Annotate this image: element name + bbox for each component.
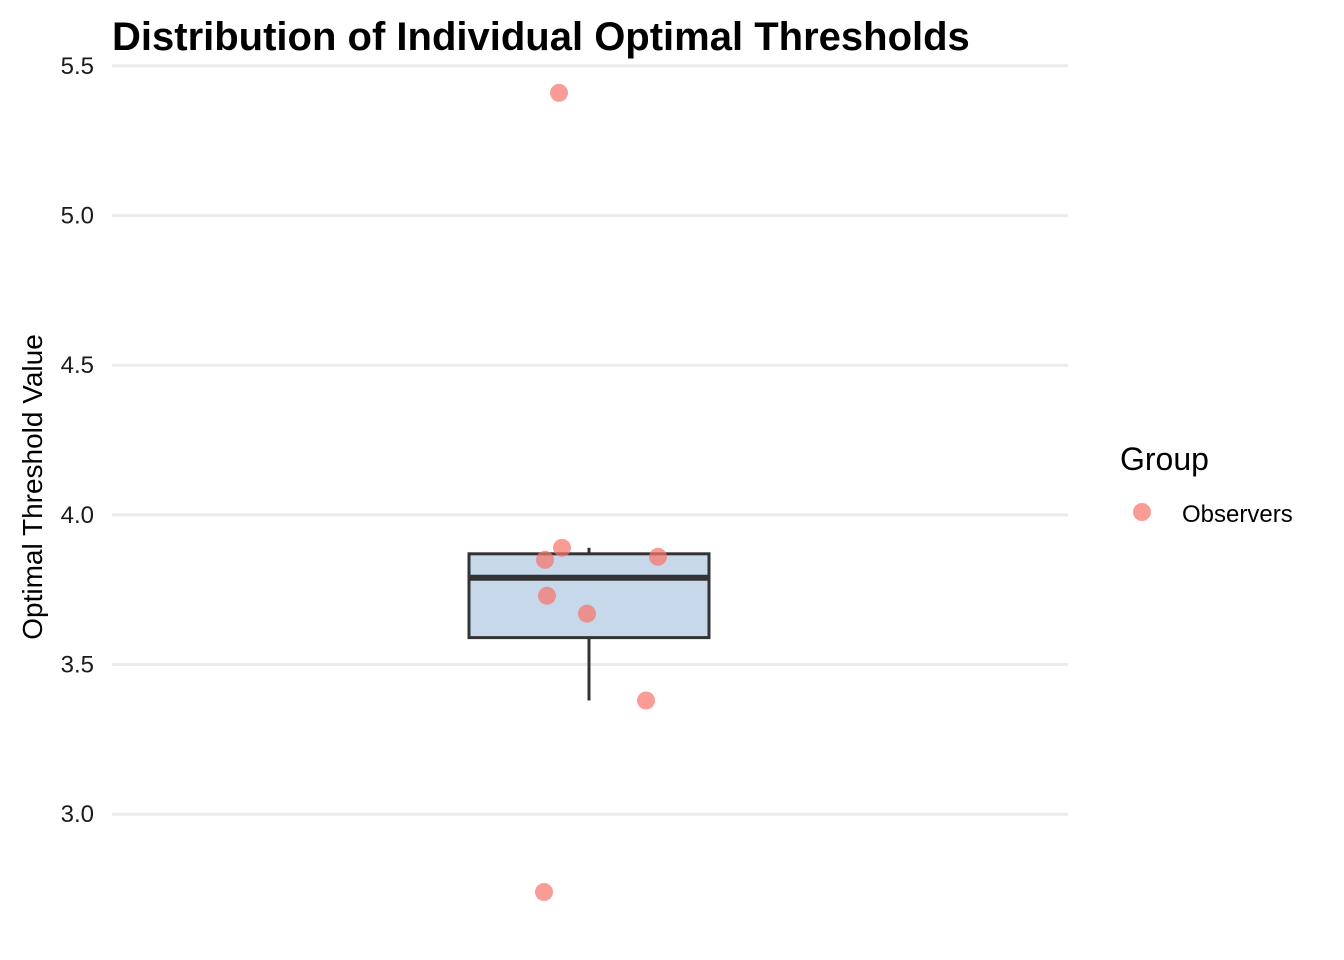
legend-label-observers: Observers [1182,501,1293,528]
y-tick-label: 3.5 [61,652,94,679]
gridlines [112,64,1068,816]
data-point [553,538,571,557]
data-point [536,550,554,569]
y-tick-label: 5.0 [61,203,94,230]
legend-title: Group [1120,441,1209,477]
data-point [535,883,553,902]
data-point [538,586,556,605]
data-points [535,83,667,902]
y-axis-title: Optimal Threshold Value [17,334,48,640]
box-plot [467,547,711,701]
data-point [578,604,596,623]
box-iqr [467,552,711,640]
data-point [637,691,655,710]
y-tick-label: 4.5 [61,352,94,379]
chart-title: Distribution of Individual Optimal Thres… [112,15,970,59]
y-tick-label: 4.0 [61,502,94,529]
legend: Group Observers [1120,441,1293,528]
data-point [649,547,667,566]
y-tick-label: 3.0 [61,801,94,828]
legend-key-observers [1133,503,1151,521]
y-tick-labels: 3.0 3.5 4.0 4.5 5.0 5.5 [61,53,94,828]
data-point [550,83,568,102]
y-tick-label: 5.5 [61,53,94,80]
